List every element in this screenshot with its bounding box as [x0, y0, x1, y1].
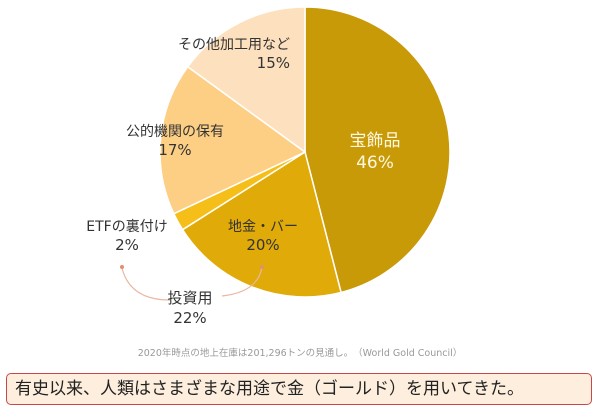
label-name: ETFの裏付け [86, 219, 168, 235]
label-name: 投資用 [167, 289, 213, 307]
label-investment: 投資用 22% [150, 288, 230, 328]
investment-connector [221, 266, 263, 297]
label-jewelry: 宝飾品 46% [330, 130, 420, 174]
source-note: 2020年時点の地上在庫は201,296トンの見通し。 （World Gold … [137, 348, 463, 359]
label-name: 地金・バー [228, 219, 298, 235]
pie-slice [186, 6, 306, 154]
connector-dot [260, 265, 264, 269]
pie-slices [159, 6, 451, 298]
label-pct: 22% [173, 309, 207, 327]
label-name: その他加工用など [178, 37, 290, 53]
label-name: 公的機関の保有 [126, 124, 224, 140]
connector-dot [120, 265, 124, 269]
label-pct: 46% [356, 153, 394, 173]
pie-slice [181, 150, 342, 298]
label-pct: 2% [115, 236, 139, 254]
investment-connector [121, 267, 171, 301]
label-other: その他加工用など 15% [150, 36, 290, 72]
label-pct: 20% [246, 236, 280, 254]
label-official: 公的機関の保有 17% [100, 123, 250, 159]
label-bar: 地金・バー 20% [218, 218, 308, 254]
caption-box: 有史以来、人類はさまざまな用途で金（ゴールド）を用いてきた。 [6, 373, 592, 405]
label-pct: 15% [256, 54, 290, 72]
label-name: 宝飾品 [349, 131, 401, 151]
pie-slice [304, 6, 451, 294]
pie-slice [159, 65, 307, 215]
label-etf: ETFの裏付け 2% [82, 218, 172, 254]
label-pct: 17% [158, 141, 192, 159]
pie-chart [120, 6, 451, 301]
